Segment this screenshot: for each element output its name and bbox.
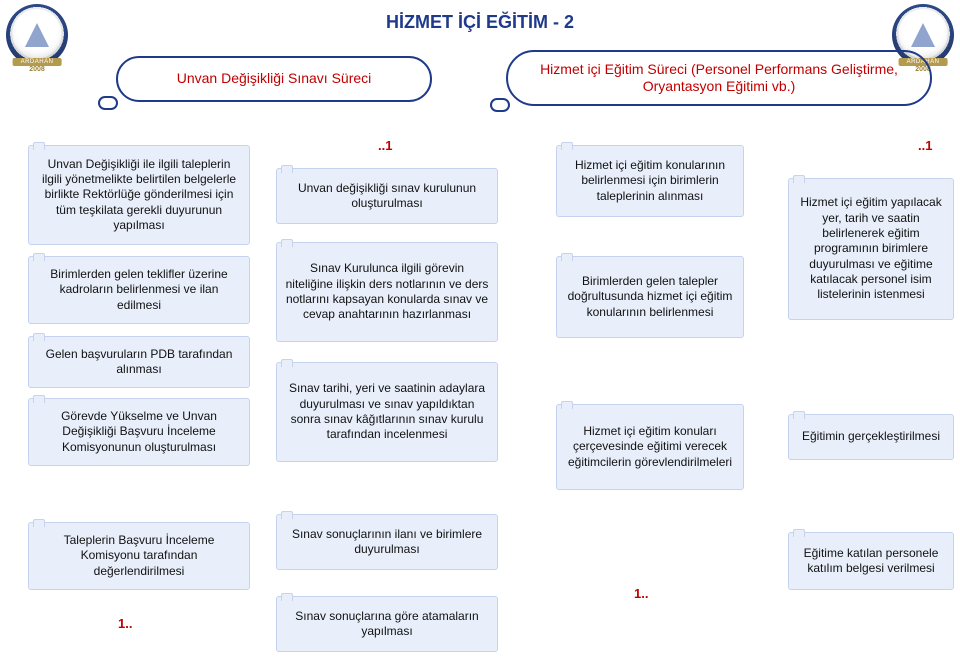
col3-box-2-text: Birimlerden gelen talepler doğrultusunda… [565, 274, 735, 320]
col1-box-5-text: Taleplerin Başvuru İnceleme Komisyonu ta… [37, 533, 241, 579]
header-pill-right: Hizmet içi Eğitim Süreci (Personel Perfo… [506, 50, 932, 106]
col2-box-2-text: Sınav Kurulunca ilgili görevin niteliğin… [285, 261, 489, 322]
col1-box-3-text: Gelen başvuruların PDB tarafından alınma… [37, 347, 241, 378]
col3-box-1: Hizmet içi eğitim konularının belirlenme… [556, 145, 744, 217]
step-a1: ..1 [378, 138, 392, 153]
col1-box-2-text: Birimlerden gelen teklifler üzerine kadr… [37, 267, 241, 313]
col1-box-1: Unvan Değişikliği ile ilgili taleplerin … [28, 145, 250, 245]
col2-box-3-text: Sınav tarihi, yeri ve saatinin adaylara … [285, 381, 489, 442]
col3-box-3: Hizmet içi eğitim konuları çerçevesinde … [556, 404, 744, 490]
col1-box-4-text: Görevde Yükselme ve Unvan Değişikliği Ba… [37, 409, 241, 455]
col1-box-2: Birimlerden gelen teklifler üzerine kadr… [28, 256, 250, 324]
step-b1: ..1 [918, 138, 932, 153]
pill-mini-left [98, 96, 118, 110]
step-c1: 1.. [118, 616, 132, 631]
logo-left: ARDAHAN 2008 [6, 4, 68, 66]
col2-box-1-text: Unvan değişikliği sınav kurulunun oluştu… [285, 181, 489, 212]
col1-box-3: Gelen başvuruların PDB tarafından alınma… [28, 336, 250, 388]
logo-year: 2008 [29, 66, 45, 73]
col2-box-5-text: Sınav sonuçlarına göre atamaların yapılm… [285, 609, 489, 640]
col1-box-5: Taleplerin Başvuru İnceleme Komisyonu ta… [28, 522, 250, 590]
col2-box-4-text: Sınav sonuçlarının ilanı ve birimlere du… [285, 527, 489, 558]
col2-box-4: Sınav sonuçlarının ilanı ve birimlere du… [276, 514, 498, 570]
col4-box-3-text: Eğitime katılan personele katılım belges… [797, 546, 945, 577]
page-title: HİZMET İÇİ EĞİTİM - 2 [386, 12, 574, 33]
col4-box-2: Eğitimin gerçekleştirilmesi [788, 414, 954, 460]
col2-box-5: Sınav sonuçlarına göre atamaların yapılm… [276, 596, 498, 652]
col1-box-1-text: Unvan Değişikliği ile ilgili taleplerin … [37, 157, 241, 234]
col3-box-1-text: Hizmet içi eğitim konularının belirlenme… [565, 158, 735, 204]
col3-box-2: Birimlerden gelen talepler doğrultusunda… [556, 256, 744, 338]
col2-box-3: Sınav tarihi, yeri ve saatinin adaylara … [276, 362, 498, 462]
col4-box-1-text: Hizmet içi eğitim yapılacak yer, tarih v… [797, 195, 945, 303]
col1-box-4: Görevde Yükselme ve Unvan Değişikliği Ba… [28, 398, 250, 466]
pill-mini-right [490, 98, 510, 112]
header-pill-left: Unvan Değişikliği Sınavı Süreci [116, 56, 432, 102]
step-d1: 1.. [634, 586, 648, 601]
col3-box-3-text: Hizmet içi eğitim konuları çerçevesinde … [565, 424, 735, 470]
col2-box-1: Unvan değişikliği sınav kurulunun oluştu… [276, 168, 498, 224]
col4-box-3: Eğitime katılan personele katılım belges… [788, 532, 954, 590]
logo-ribbon: ARDAHAN [13, 58, 62, 66]
col4-box-2-text: Eğitimin gerçekleştirilmesi [802, 429, 940, 444]
col4-box-1: Hizmet içi eğitim yapılacak yer, tarih v… [788, 178, 954, 320]
col2-box-2: Sınav Kurulunca ilgili görevin niteliğin… [276, 242, 498, 342]
